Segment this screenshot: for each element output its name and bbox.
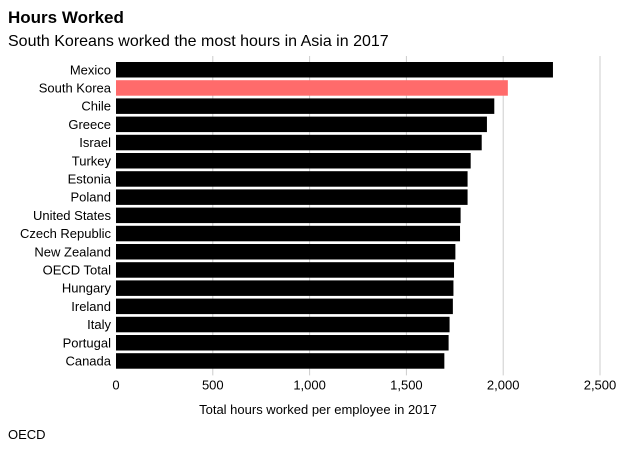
category-label: Ireland	[71, 299, 111, 314]
bar	[116, 316, 450, 333]
x-axis-ticks: 0 500 1,000 1,500 2,000 2,500	[112, 377, 616, 392]
category-label: United States	[33, 208, 112, 223]
category-labels: Mexico South Korea Chile Greece Israel Turkey…	[20, 62, 112, 368]
bar	[116, 298, 453, 315]
category-label: Israel	[79, 135, 111, 150]
category-label: Italy	[87, 317, 111, 332]
chart-subtitle: South Koreans worked the most hours in A…	[8, 33, 389, 50]
category-label: Mexico	[70, 62, 111, 77]
bar	[116, 116, 487, 133]
category-label: Canada	[65, 353, 111, 368]
bar	[116, 207, 461, 224]
bar	[116, 171, 468, 187]
bar	[116, 98, 495, 114]
bar	[116, 244, 456, 260]
bar	[116, 280, 454, 296]
category-label: Turkey	[72, 153, 112, 168]
bar	[116, 134, 482, 151]
bar	[116, 153, 471, 169]
x-tick-label: 1,000	[293, 377, 326, 392]
category-label: New Zealand	[34, 244, 111, 259]
category-label: Estonia	[68, 171, 112, 186]
bar	[116, 353, 445, 369]
category-label: Hungary	[62, 281, 112, 296]
bars	[116, 62, 553, 369]
x-tick-label: 2,500	[584, 377, 617, 392]
x-tick-label: 500	[202, 377, 224, 392]
bar	[116, 262, 455, 278]
category-label: Portugal	[63, 335, 112, 350]
x-tick-label: 2,000	[487, 377, 520, 392]
chart-title: Hours Worked	[8, 8, 124, 27]
bar	[116, 80, 508, 96]
category-label: Czech Republic	[20, 226, 112, 241]
category-label: Chile	[81, 99, 111, 114]
category-label: South Korea	[39, 80, 112, 95]
category-label: Greece	[68, 117, 111, 132]
category-label: OECD Total	[43, 262, 112, 277]
x-tick-label: 1,500	[390, 377, 423, 392]
category-label: Poland	[71, 190, 111, 205]
x-tick-label: 0	[112, 377, 119, 392]
source-note: OECD	[8, 427, 46, 442]
x-axis-title: Total hours worked per employee in 2017	[199, 402, 437, 417]
bar	[116, 189, 468, 205]
bar	[116, 225, 461, 242]
bar	[116, 62, 553, 78]
bar	[116, 335, 449, 351]
